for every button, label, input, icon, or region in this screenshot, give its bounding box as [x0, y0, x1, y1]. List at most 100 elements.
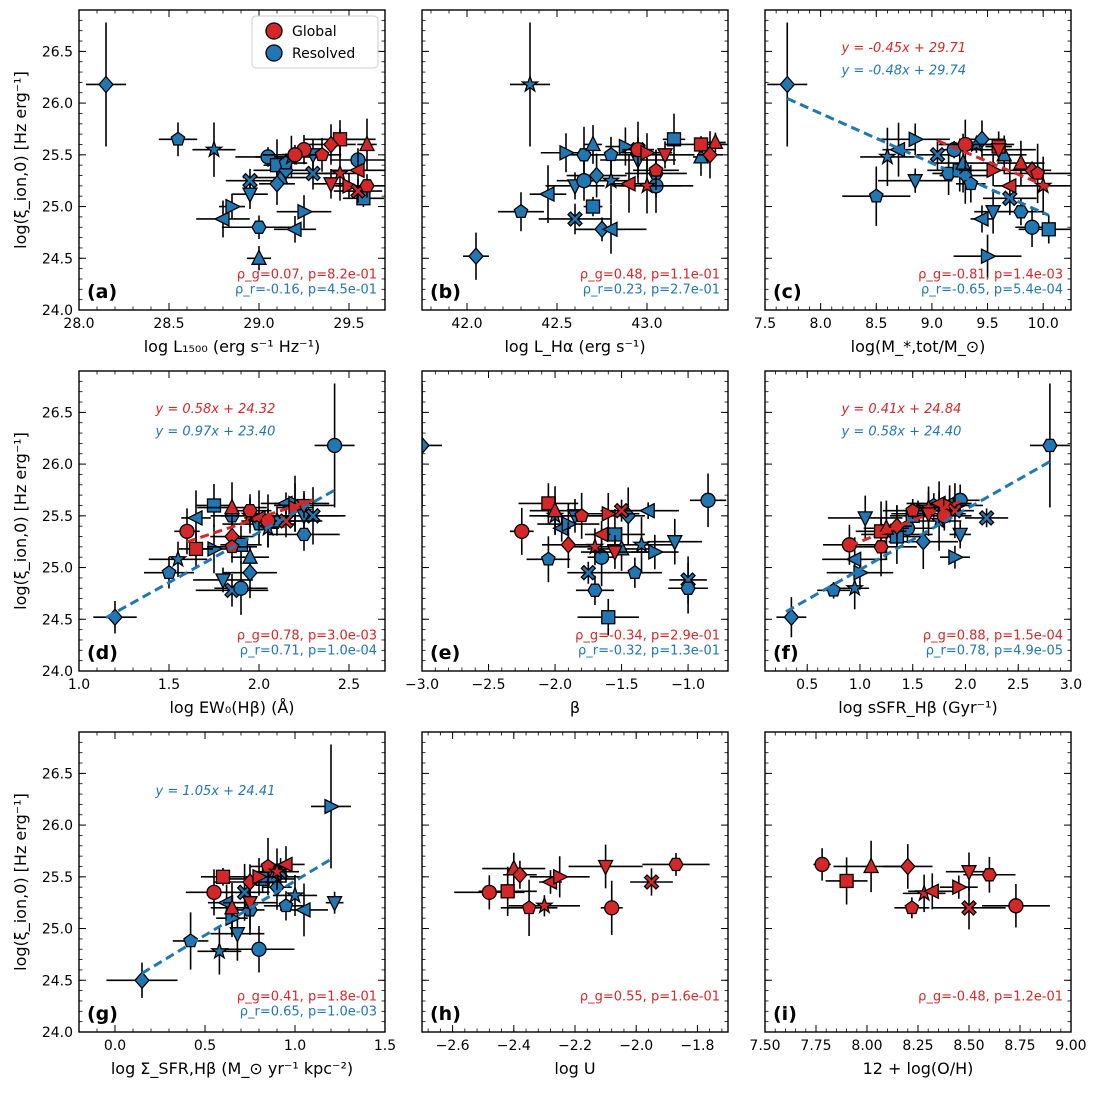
global-point — [643, 874, 660, 890]
resolved-point — [326, 437, 343, 454]
global-point — [668, 857, 684, 872]
resolved-point — [915, 532, 932, 551]
resolved-point — [561, 516, 578, 533]
global-point — [179, 523, 195, 539]
panel-label: (g) — [87, 1003, 118, 1025]
resolved-point — [700, 492, 716, 508]
data-layer — [463, 22, 728, 280]
y-tick-label: 26.0 — [42, 96, 73, 112]
correlation-stat: ρ_g=0.07, p=8.2e-01 — [237, 268, 377, 283]
x-tick-label: 1.0 — [68, 677, 90, 693]
global-point — [839, 873, 854, 889]
y-tick-label: 26.0 — [42, 818, 73, 834]
resolved-point — [603, 146, 619, 162]
resolved-point — [242, 172, 258, 189]
panel-label: (i) — [773, 1003, 797, 1025]
fit-line-resolved — [105, 488, 336, 619]
resolved-point — [559, 144, 576, 161]
resolved-point — [1024, 219, 1040, 235]
x-axis-label: 12 + log(O/H) — [863, 1059, 974, 1078]
resolved-point — [213, 210, 230, 228]
x-tick-label: 29.0 — [243, 316, 274, 332]
resolved-point — [955, 153, 972, 170]
global-point — [242, 503, 258, 518]
correlation-stat: ρ_g=0.88, p=1.5e-04 — [923, 629, 1063, 644]
panel-label: (h) — [430, 1003, 461, 1025]
resolved-point — [585, 199, 601, 214]
resolved-point — [251, 220, 267, 234]
x-tick-label: 8.50 — [953, 1038, 984, 1054]
data-layer — [776, 383, 1070, 638]
global-point — [534, 895, 554, 914]
x-axis-label: log sSFR_Hβ (Gyr⁻¹) — [838, 698, 997, 718]
resolved-point — [1041, 222, 1056, 237]
x-tick-label: 7.75 — [800, 1038, 831, 1054]
global-point — [223, 498, 241, 515]
resolved-point — [908, 131, 925, 148]
x-tick-label: 2.5 — [1007, 677, 1029, 693]
global-point — [597, 859, 614, 876]
global-point — [553, 868, 570, 885]
resolved-point — [929, 146, 946, 163]
panel-e: −3.0 −2.5 −2.0 −1.5 −1.0 β ρ_g=-0.34, p=2.9e-0… — [405, 370, 729, 717]
x-tick-label: 42.5 — [541, 316, 572, 332]
legend-resolved-label: Resolved — [292, 46, 355, 62]
axes-frame — [421, 370, 729, 672]
x-tick-label: 29.5 — [333, 316, 364, 332]
fit-line-resolved — [786, 97, 1050, 217]
y-axis-label: log(ξ_ion,0) [Hz erg⁻¹] — [11, 432, 31, 610]
global-point — [707, 132, 724, 150]
y-tick-label: 24.5 — [42, 973, 73, 989]
axes-frame — [421, 9, 729, 311]
panel-label: (d) — [87, 642, 118, 664]
panel-label: (f) — [773, 642, 799, 664]
y-tick-label: 24.0 — [42, 303, 73, 319]
axes-frame — [78, 9, 386, 311]
y-tick-label: 24.0 — [42, 664, 73, 680]
x-tick-label: 1.5 — [158, 677, 180, 693]
correlation-stat: ρ_g=0.55, p=1.6e-01 — [580, 990, 720, 1005]
fit-line-global — [936, 139, 1050, 189]
resolved-point — [584, 135, 602, 152]
legend: Global Resolved — [251, 15, 379, 69]
resolved-point — [250, 248, 268, 265]
y-axis-label: log(ξ_ion,0) [Hz erg⁻¹] — [11, 793, 31, 971]
x-tick-label: 28.5 — [153, 316, 184, 332]
resolved-point — [666, 132, 682, 147]
resolved-point — [294, 901, 311, 918]
global-point — [601, 505, 618, 522]
resolved-point — [868, 188, 884, 203]
global-point — [278, 513, 294, 529]
x-tick-label: 7.50 — [749, 1038, 780, 1054]
global-point — [546, 501, 564, 518]
x-tick-label: 2.5 — [338, 677, 360, 693]
global-point — [990, 143, 1007, 160]
global-point — [1000, 177, 1017, 194]
correlation-stat: ρ_r=-0.16, p=4.5e-01 — [235, 283, 377, 298]
x-tick-label: 3.0 — [1060, 677, 1082, 693]
fit-equation-resolved: y = -0.48x + 29.74 — [841, 64, 967, 79]
resolved-point — [845, 578, 865, 597]
global-point — [640, 144, 657, 161]
global-point — [986, 162, 1003, 179]
y-tick-label: 25.0 — [42, 922, 73, 938]
fit-equation-global: y = 0.41x + 24.84 — [841, 402, 962, 417]
y-tick-label: 25.5 — [42, 870, 73, 886]
x-axis-label: log EW₀(Hβ) (Å) — [169, 698, 294, 717]
global-point — [604, 900, 620, 916]
resolved-point — [233, 580, 249, 596]
fit-line-global — [186, 498, 314, 544]
global-point — [481, 884, 497, 900]
resolved-point — [98, 75, 114, 94]
x-tick-label: 2.0 — [954, 677, 976, 693]
panel-h: −2.6 −2.4 −2.2 −2.0 −1.8 log U ρ_g=0.55, p=1.6… — [421, 731, 729, 1078]
correlation-stat: ρ_g=-0.34, p=2.9e-01 — [575, 629, 720, 644]
resolved-point — [666, 535, 683, 552]
correlation-stat: ρ_r=0.23, p=2.7e-01 — [583, 283, 720, 298]
correlation-stat: ρ_r=-0.65, p=5.4e-04 — [921, 283, 1063, 298]
global-point — [500, 884, 515, 899]
axes-frame — [764, 731, 1072, 1033]
global-point — [215, 869, 231, 884]
panel-label: (b) — [430, 281, 461, 303]
